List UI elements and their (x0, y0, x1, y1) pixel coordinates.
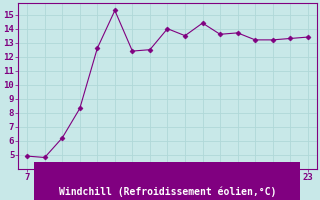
X-axis label: Windchill (Refroidissement éolien,°C): Windchill (Refroidissement éolien,°C) (59, 186, 276, 197)
